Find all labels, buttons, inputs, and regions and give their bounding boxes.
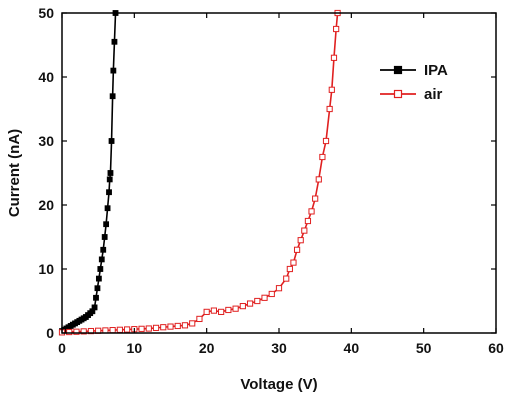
y-tick-label: 40 [38, 69, 54, 85]
data-point-ipa [106, 176, 113, 183]
data-point-air [246, 300, 254, 307]
data-point-ipa [98, 256, 105, 263]
data-point-ipa [93, 294, 99, 301]
y-tick-label: 0 [46, 325, 54, 341]
data-point-ipa [103, 221, 110, 228]
legend-label-ipa: IPA [424, 62, 448, 79]
data-point-air [66, 328, 73, 336]
data-point-air [326, 105, 333, 113]
data-point-air [145, 325, 152, 332]
data-point-air [254, 297, 261, 305]
data-point-air [109, 327, 116, 334]
data-point-ipa [104, 205, 111, 212]
plot-markers [58, 9, 341, 336]
data-point-air [73, 328, 80, 335]
series-line-air [61, 12, 339, 334]
x-tick-label: 40 [344, 340, 360, 356]
data-point-air [210, 307, 218, 314]
data-point-air [80, 328, 87, 335]
data-point-air [239, 303, 246, 310]
data-point-air [319, 153, 326, 161]
data-point-air [301, 227, 308, 234]
data-point-ipa [101, 234, 108, 240]
data-point-air [315, 176, 322, 183]
data-point-air [304, 217, 312, 225]
data-point-air [275, 285, 283, 292]
data-point-air [312, 195, 319, 202]
data-point-ipa [100, 246, 107, 253]
x-axis-title: Voltage (V) [240, 376, 317, 393]
data-point-air [124, 326, 131, 333]
x-tick-label: 10 [127, 340, 143, 356]
data-point-air [308, 208, 315, 215]
series-line-ipa [61, 12, 117, 332]
legend-marker-air [393, 89, 403, 99]
data-point-air [322, 137, 330, 145]
data-point-ipa [91, 304, 98, 311]
x-tick-label: 50 [416, 340, 432, 356]
data-point-air [203, 308, 210, 315]
data-point-air [196, 315, 203, 323]
data-point-air [167, 323, 174, 330]
y-tick-label: 10 [38, 261, 54, 277]
plot-curves [61, 12, 339, 334]
data-point-air [297, 237, 304, 244]
plot-frame [61, 12, 497, 334]
data-point-ipa [94, 285, 101, 292]
data-point-air [152, 324, 160, 331]
x-tick-label: 30 [271, 340, 287, 356]
data-point-air [330, 54, 338, 61]
data-point-air [116, 326, 123, 333]
y-tick-label: 30 [38, 133, 54, 149]
data-point-air [333, 25, 340, 33]
data-point-air [160, 324, 167, 331]
data-point-air [174, 322, 181, 330]
data-point-ipa [107, 170, 114, 176]
axis-ticks: 0 10 20 30 40 50 60 0 10 20 30 40 50 [38, 5, 504, 356]
y-axis-title: Current (nA) [6, 129, 23, 217]
data-point-ipa [110, 67, 117, 74]
x-tick-label: 60 [488, 340, 504, 356]
data-point-air [293, 246, 301, 253]
data-point-ipa [106, 189, 112, 196]
data-point-air [218, 308, 225, 315]
data-point-ipa [108, 138, 115, 144]
data-point-air [181, 322, 189, 329]
legend: IPA air [380, 62, 448, 103]
legend-label-air: air [424, 86, 443, 103]
data-point-air [138, 325, 145, 332]
data-point-air [290, 259, 297, 266]
data-point-air [286, 265, 293, 273]
data-point-ipa [97, 266, 104, 272]
data-point-ipa [109, 93, 116, 100]
y-tick-label: 20 [38, 197, 54, 213]
data-point-ipa [95, 275, 102, 282]
data-point-air [261, 294, 268, 301]
data-point-air [232, 305, 239, 312]
data-point-air [189, 320, 196, 327]
data-point-air [268, 290, 275, 298]
x-tick-label: 0 [58, 340, 66, 356]
data-point-ipa [111, 38, 118, 45]
data-point-air [328, 86, 335, 93]
x-tick-label: 20 [199, 340, 215, 356]
data-point-air [283, 275, 290, 282]
data-point-air [225, 306, 232, 314]
legend-marker-ipa [393, 65, 403, 75]
y-tick-label: 50 [38, 5, 54, 21]
